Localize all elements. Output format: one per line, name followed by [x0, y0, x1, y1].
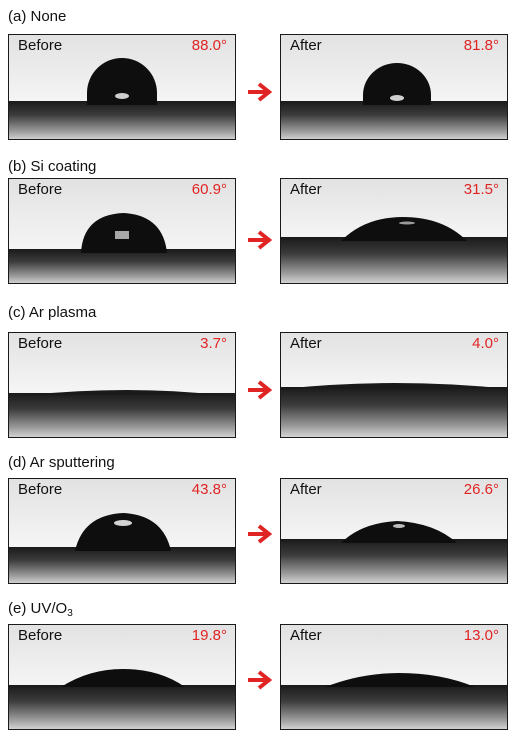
droplet-photo-before: Before 3.7° — [8, 332, 236, 438]
after-label: After — [290, 627, 322, 644]
droplet-photo-before: Before 60.9° — [8, 178, 236, 284]
droplet-photo-after: After 26.6° — [280, 478, 508, 584]
before-label: Before — [18, 181, 63, 198]
contact-angle-value: 19.8° — [191, 627, 227, 644]
before-label: Before — [18, 37, 63, 54]
contact-angle-value: 13.0° — [463, 627, 499, 644]
after-label: After — [290, 181, 322, 198]
arrow-right-icon — [248, 230, 273, 250]
contact-angle-value: 88.0° — [191, 37, 227, 54]
before-label: Before — [18, 335, 63, 352]
arrow-right-icon — [248, 82, 273, 102]
after-label: After — [290, 481, 322, 498]
droplet-photo-after: After 4.0° — [280, 332, 508, 438]
droplet-photo-after: After 31.5° — [280, 178, 508, 284]
droplet-photo-before: Before 88.0° — [8, 34, 236, 140]
droplet-photo-after: After 13.0° — [280, 624, 508, 730]
droplet-photo-before: Before 19.8° — [8, 624, 236, 730]
arrow-right-icon — [248, 380, 273, 400]
after-label: After — [290, 37, 322, 54]
contact-angle-value: 60.9° — [191, 181, 227, 198]
before-label: Before — [18, 481, 63, 498]
contact-angle-value: 4.0° — [472, 335, 499, 352]
contact-angle-value: 26.6° — [463, 481, 499, 498]
contact-angle-value: 81.8° — [463, 37, 499, 54]
contact-angle-value: 31.5° — [463, 181, 499, 198]
arrow-right-icon — [248, 524, 273, 544]
droplet-photo-before: Before 43.8° — [8, 478, 236, 584]
after-label: After — [290, 335, 322, 352]
panel-a-label: (a) None — [8, 8, 67, 25]
contact-angle-value: 3.7° — [200, 335, 227, 352]
panel-c-label: (c) Ar plasma — [8, 304, 97, 321]
arrow-right-icon — [248, 670, 273, 690]
droplet-photo-after: After 81.8° — [280, 34, 508, 140]
panel-d-label: (d) Ar sputtering — [8, 454, 115, 471]
before-label: Before — [18, 627, 63, 644]
panel-b-label: (b) Si coating — [8, 158, 97, 175]
panel-e-label: (e) UV/O3 — [8, 600, 73, 619]
contact-angle-value: 43.8° — [191, 481, 227, 498]
